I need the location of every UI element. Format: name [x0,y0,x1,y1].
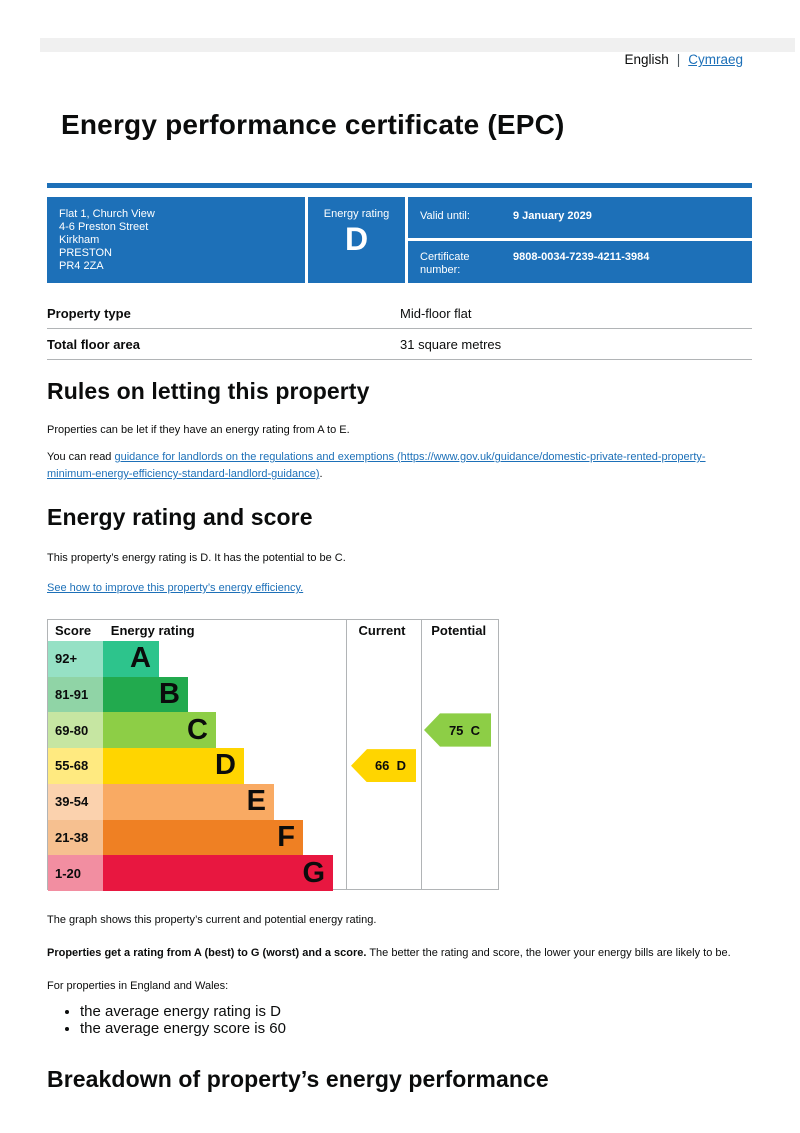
property-type-label: Property type [47,305,131,321]
epc-score-range: 55-68 [48,748,103,784]
table-row: Property type Mid-floor flat [47,298,752,329]
top-divider-bar [40,38,795,52]
epc-score-range: 21-38 [48,819,103,856]
language-link-cymraeg[interactable]: Cymraeg [688,52,743,67]
epc-potential-arrow: 75 C [424,713,491,747]
epc-bar-b: B [103,676,188,713]
blue-rule [47,183,752,188]
total-floor-area-value: 31 square metres [400,336,502,352]
epc-band-e: 39-54 E [48,783,498,820]
certificate-summary-box: Flat 1, Church View 4-6 Preston Street K… [47,197,752,283]
epc-bar-f: F [103,819,303,856]
guidance-prefix: You can read [47,451,115,463]
potential-column-header: Potential [431,623,487,638]
energy-rating-column-header: Energy rating [110,623,195,638]
energy-rating-value: D [344,221,369,257]
language-separator: | [676,52,681,67]
valid-until-value: 9 January 2029 [513,210,592,222]
epc-band-rows: 92+ A 81-91 B 69-80 C 55-68 D 39-54 E 21-38 F 1-20 G [48,641,498,891]
table-row: Total floor area 31 square metres [47,329,752,360]
rules-guidance-paragraph: You can read guidance for landlords on t… [47,449,752,483]
energy-rating-label: Energy rating [323,208,390,220]
score-column-header: Score [55,623,92,638]
guidance-suffix: . [319,468,323,480]
epc-band-letter: C [187,713,208,746]
epc-band-letter: F [277,820,295,853]
energy-rating-panel: Energy rating D [308,197,405,283]
epc-bar-a: A [103,641,159,677]
epc-band-f: 21-38 F [48,819,498,856]
epc-band-c: 69-80 C [48,712,498,749]
certificate-meta-panel: Valid until: 9 January 2029 Certificate … [408,197,752,283]
averages-list: the average energy rating is D the avera… [67,1003,667,1037]
rules-paragraph: Properties can be let if they have an en… [47,424,350,436]
epc-score-range: 1-20 [48,855,103,891]
epc-bar-e: E [103,783,274,820]
epc-bar-g: G [103,855,333,891]
epc-band-letter: D [215,749,236,782]
rating-explainer-rest: The better the rating and score, the low… [366,947,731,959]
epc-chart: Score Energy rating Current Potential 92… [47,619,499,891]
epc-band-letter: A [130,642,151,675]
language-switcher: English | Cymraeg [624,52,743,67]
property-type-value: Mid-floor flat [400,305,472,321]
epc-bar-c: C [103,712,216,749]
epc-band-letter: E [246,785,266,818]
chart-divider [346,620,347,889]
england-wales-paragraph: For properties in England and Wales: [47,980,229,992]
epc-score-range: 69-80 [48,712,103,749]
epc-score-range: 92+ [48,641,103,677]
total-floor-area-label: Total floor area [47,336,140,352]
epc-bar-d: D [103,748,244,784]
rating-explainer-bold: Properties get a rating from A (best) to… [47,947,367,959]
guidance-link[interactable]: guidance for landlords on the regulation… [47,451,706,480]
list-item: the average energy score is 60 [80,1020,667,1037]
improve-efficiency-link[interactable]: See how to improve this property’s energ… [47,582,304,594]
language-current: English [624,52,669,67]
chart-divider [421,620,422,889]
rating-explainer-paragraph: Properties get a rating from A (best) to… [47,945,752,962]
epc-band-letter: G [302,856,325,889]
current-column-header: Current [358,623,406,638]
page-title: Energy performance certificate (EPC) [61,109,565,140]
list-item: the average energy rating is D [80,1003,667,1020]
certificate-number-label: Certificate number: [420,251,470,276]
epc-band-b: 81-91 B [48,676,498,713]
certificate-number-row: Certificate number: 9808-0034-7239-4211-… [408,241,752,283]
rating-summary-paragraph: This property’s energy rating is D. It h… [47,552,346,564]
epc-band-letter: B [159,678,180,711]
certificate-number-value: 9808-0034-7239-4211-3984 [513,251,650,263]
rating-score-heading: Energy rating and score [47,504,313,530]
epc-chart-header: Score Energy rating Current Potential [48,620,498,641]
breakdown-heading: Breakdown of property’s energy performan… [47,1066,549,1092]
property-details-table: Property type Mid-floor flat Total floor… [47,298,752,360]
property-address: Flat 1, Church View 4-6 Preston Street K… [47,197,305,283]
rules-heading: Rules on letting this property [47,378,370,404]
graph-caption: The graph shows this property’s current … [47,914,377,926]
epc-score-range: 39-54 [48,783,103,820]
epc-score-range: 81-91 [48,676,103,713]
epc-band-a: 92+ A [48,641,498,677]
valid-until-label: Valid until: [420,210,470,222]
epc-current-arrow: 66 D [351,749,416,783]
epc-band-g: 1-20 G [48,855,498,891]
valid-until-row: Valid until: 9 January 2029 [408,197,752,238]
epc-band-d: 55-68 D [48,748,498,784]
